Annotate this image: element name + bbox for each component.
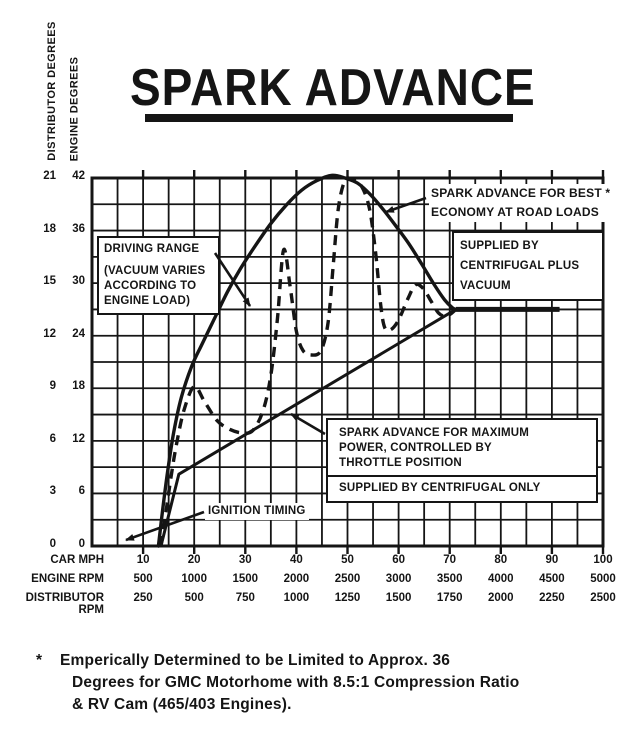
x-tick-car-mph-60: 60	[392, 554, 405, 566]
best-economy-line2: ECONOMY AT ROAD LOADS	[431, 205, 599, 219]
supplied-vacuum-line3: VACUUM	[460, 280, 511, 292]
supplied-by-centrifugal-only-label: SUPPLIED BY CENTRIFUGAL ONLY	[339, 482, 541, 494]
ignition-timing-label: IGNITION TIMING	[205, 503, 309, 520]
maximum-power-line2: POWER, CONTROLLED BY	[339, 442, 492, 454]
maximum-power-arrow	[290, 412, 326, 436]
x-tick-engine-rpm-3000: 3000	[385, 573, 412, 585]
x-axis-row-label-engine-rpm: ENGINE RPM	[31, 573, 104, 585]
x-tick-car-mph-50: 50	[341, 554, 354, 566]
y-tick-distributor-15: 15	[43, 275, 56, 288]
y-tick-distributor-21: 21	[43, 170, 56, 182]
x-tick-distributor-rpm-1000: 1000	[283, 592, 310, 604]
driving-range-annotation-box: DRIVING RANGE (VACUUM VARIES ACCORDING T…	[97, 236, 220, 315]
x-tick-distributor-rpm-2500: 2500	[590, 592, 616, 604]
footnote-asterisk-marker: *	[36, 652, 43, 669]
title-underline	[145, 114, 513, 122]
y-tick-distributor-12: 12	[43, 327, 56, 340]
supplied-vacuum-line1: SUPPLIED BY	[460, 240, 539, 252]
best-economy-curve	[156, 173, 458, 548]
x-tick-engine-rpm-1000: 1000	[181, 573, 207, 585]
footnote-line2: Degrees for GMC Motorhome with 8.5:1 Com…	[72, 674, 520, 691]
y-tick-engine-30: 30	[72, 275, 85, 288]
maximum-power-line1: SPARK ADVANCE FOR MAXIMUM	[339, 427, 530, 439]
x-tick-car-mph-20: 20	[187, 554, 201, 566]
x-tick-distributor-rpm-750: 750	[235, 592, 255, 604]
supplied-vacuum-line2: CENTRIFUGAL PLUS	[460, 260, 580, 272]
supplied-by-centrifugal-plus-vacuum-box: SUPPLIED BY CENTRIFUGAL PLUS VACUUM	[452, 231, 604, 301]
x-tick-car-mph-30: 30	[238, 554, 252, 566]
driving-range-title: DRIVING RANGE	[104, 243, 200, 255]
maximum-power-annotation-box: SPARK ADVANCE FOR MAXIMUM POWER, CONTROL…	[326, 418, 598, 503]
y-tick-distributor-6: 6	[49, 432, 56, 445]
y-tick-engine-24: 24	[72, 327, 85, 340]
x-tick-distributor-rpm-1500: 1500	[385, 592, 412, 604]
best-economy-line1: SPARK ADVANCE FOR BEST *	[431, 186, 611, 200]
footnote-line3: & RV Cam (465/403 Engines).	[72, 696, 292, 713]
x-tick-distributor-rpm-2000: 2000	[488, 592, 514, 604]
footnote: * Emperically Determined to be Limited t…	[36, 650, 611, 716]
x-tick-car-mph-80: 80	[494, 554, 508, 566]
y-tick-engine-12: 12	[72, 432, 85, 445]
maximum-power-line3: THROTTLE POSITION	[339, 457, 462, 469]
best-economy-arrow	[385, 196, 427, 214]
x-tick-car-mph-90: 90	[545, 554, 559, 566]
x-tick-engine-rpm-1500: 1500	[232, 573, 259, 585]
x-tick-engine-rpm-2500: 2500	[334, 573, 361, 585]
x-tick-car-mph-40: 40	[289, 554, 303, 566]
best-economy-annotation: SPARK ADVANCE FOR BEST * ECONOMY AT ROAD…	[429, 184, 613, 222]
driving-range-subtext: (VACUUM VARIES ACCORDING TO ENGINE LOAD)	[104, 265, 206, 307]
x-tick-engine-rpm-3500: 3500	[436, 573, 463, 585]
x-tick-engine-rpm-2000: 2000	[283, 573, 310, 585]
x-tick-distributor-rpm-500: 500	[184, 592, 204, 604]
chart-title: SPARK ADVANCE	[130, 57, 536, 117]
maximum-power-text-block: SPARK ADVANCE FOR MAXIMUM POWER, CONTROL…	[328, 420, 596, 477]
y-tick-distributor-3: 3	[49, 485, 56, 498]
y-tick-distributor-18: 18	[43, 222, 56, 235]
maximum-power-dashed-curve	[159, 176, 457, 547]
x-axis-row-label-distributor-rpm: DISTRIBUTOR RPM	[25, 592, 104, 616]
x-tick-engine-rpm-4500: 4500	[539, 573, 565, 585]
x-tick-engine-rpm-500: 500	[133, 573, 153, 585]
x-tick-distributor-rpm-250: 250	[133, 592, 153, 604]
ignition-timing-arrow	[125, 510, 205, 542]
x-tick-car-mph-10: 10	[136, 554, 150, 566]
driving-range-arrow	[213, 252, 252, 307]
x-tick-car-mph-100: 100	[593, 554, 613, 566]
y-tick-distributor-9: 9	[49, 380, 56, 393]
x-tick-distributor-rpm-2250: 2250	[539, 592, 565, 604]
x-tick-distributor-rpm-1250: 1250	[334, 592, 361, 604]
x-tick-distributor-rpm-1750: 1750	[436, 592, 463, 604]
y-tick-engine-36: 36	[72, 222, 85, 235]
x-tick-engine-rpm-4000: 4000	[488, 573, 514, 585]
y-tick-engine-0: 0	[78, 538, 85, 550]
y-tick-distributor-0: 0	[49, 538, 56, 550]
x-axis-row-label-car-mph: CAR MPH	[50, 554, 104, 566]
y-tick-engine-18: 18	[72, 380, 85, 393]
y-tick-engine-42: 42	[72, 170, 85, 182]
y-tick-engine-6: 6	[78, 485, 85, 498]
x-tick-car-mph-70: 70	[443, 554, 457, 566]
x-tick-engine-rpm-5000: 5000	[590, 573, 616, 585]
footnote-line1: Emperically Determined to be Limited to …	[60, 652, 451, 669]
